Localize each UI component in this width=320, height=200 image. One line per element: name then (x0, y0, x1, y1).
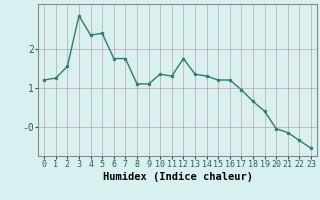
X-axis label: Humidex (Indice chaleur): Humidex (Indice chaleur) (103, 172, 252, 182)
